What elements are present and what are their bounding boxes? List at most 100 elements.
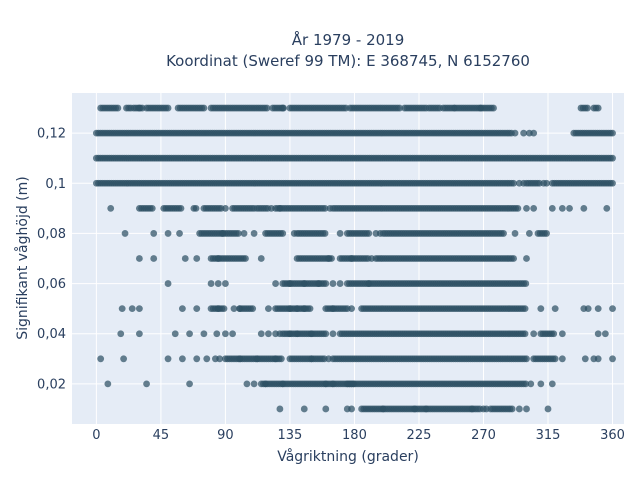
data-point <box>277 355 285 363</box>
data-point <box>222 330 229 338</box>
data-point <box>243 380 251 388</box>
data-point <box>543 179 550 187</box>
data-point <box>329 305 337 313</box>
data-point <box>368 255 376 262</box>
data-point <box>279 230 287 237</box>
data-point <box>176 230 183 237</box>
data-point <box>523 355 530 363</box>
data-point <box>286 280 294 287</box>
x-tick-label: 0 <box>92 428 100 443</box>
data-point <box>276 204 284 212</box>
x-tick-label: 315 <box>536 428 561 443</box>
data-point <box>135 305 143 313</box>
data-point <box>477 104 485 112</box>
data-point <box>336 280 344 287</box>
data-point <box>121 230 129 237</box>
data-point <box>530 129 538 137</box>
data-point <box>527 380 535 388</box>
data-point <box>544 405 552 413</box>
data-point <box>164 355 172 363</box>
data-point <box>265 305 272 313</box>
data-point <box>164 104 172 112</box>
x-tick-label: 135 <box>278 428 303 443</box>
data-point <box>523 405 530 413</box>
y-tick-label: 0,04 <box>37 327 66 342</box>
data-point <box>179 355 186 363</box>
data-point <box>522 280 530 287</box>
x-tick-label: 180 <box>342 428 367 443</box>
data-point <box>262 380 269 388</box>
data-point <box>594 330 602 338</box>
data-point <box>584 305 592 313</box>
data-point <box>322 330 330 338</box>
data-point <box>365 280 373 287</box>
data-point <box>548 380 556 388</box>
data-point <box>193 355 201 363</box>
data-point <box>530 204 538 212</box>
data-point <box>609 355 616 363</box>
data-point <box>515 405 523 413</box>
data-point <box>207 280 215 287</box>
data-point <box>348 405 355 413</box>
data-point <box>135 330 143 338</box>
data-point <box>537 380 545 388</box>
data-point <box>308 330 315 338</box>
data-point <box>322 280 330 287</box>
chart-title: År 1979 - 2019 <box>292 30 405 49</box>
data-point <box>230 305 238 313</box>
data-point <box>325 355 333 363</box>
data-point <box>601 330 609 338</box>
data-point <box>326 204 334 212</box>
data-point <box>510 255 517 262</box>
data-point <box>200 104 208 112</box>
data-point <box>522 380 530 388</box>
data-point <box>186 330 193 338</box>
data-point <box>193 305 201 313</box>
data-point <box>558 204 566 212</box>
data-point <box>276 405 284 413</box>
data-point <box>234 230 242 237</box>
data-point <box>521 305 529 313</box>
data-point <box>300 280 308 287</box>
y-tick-label: 0,02 <box>37 377 66 392</box>
data-point <box>530 330 538 338</box>
data-point <box>550 330 558 338</box>
data-point <box>365 230 373 237</box>
data-point <box>214 305 222 313</box>
data-point <box>97 355 105 363</box>
data-point <box>214 280 222 287</box>
data-point <box>543 230 550 237</box>
data-point <box>376 230 384 237</box>
data-point <box>325 255 333 262</box>
data-point <box>580 204 588 212</box>
data-point <box>200 330 208 338</box>
data-point <box>120 355 128 363</box>
data-point <box>193 255 201 262</box>
x-tick-label: 90 <box>217 428 234 443</box>
data-point <box>263 104 271 112</box>
data-point <box>150 230 158 237</box>
data-point <box>117 330 125 338</box>
data-point <box>276 330 284 338</box>
x-tick-label: 45 <box>153 428 170 443</box>
data-point <box>581 355 589 363</box>
y-tick-label: 0,12 <box>37 127 66 142</box>
data-point <box>609 154 616 162</box>
data-point <box>329 280 337 287</box>
data-point <box>150 255 158 262</box>
data-point <box>322 405 330 413</box>
data-point <box>508 405 516 413</box>
data-point <box>214 255 222 262</box>
data-point <box>411 405 419 413</box>
data-point <box>300 405 308 413</box>
data-point <box>566 204 573 212</box>
y-tick-label: 0,06 <box>37 277 66 292</box>
x-tick-labels: 0 45 90 135 180 225 270 315 360 <box>92 428 625 443</box>
data-point <box>482 405 490 413</box>
data-point <box>164 230 172 237</box>
data-point <box>293 305 301 313</box>
data-point <box>322 380 330 388</box>
data-point <box>558 355 566 363</box>
data-point <box>135 104 143 112</box>
